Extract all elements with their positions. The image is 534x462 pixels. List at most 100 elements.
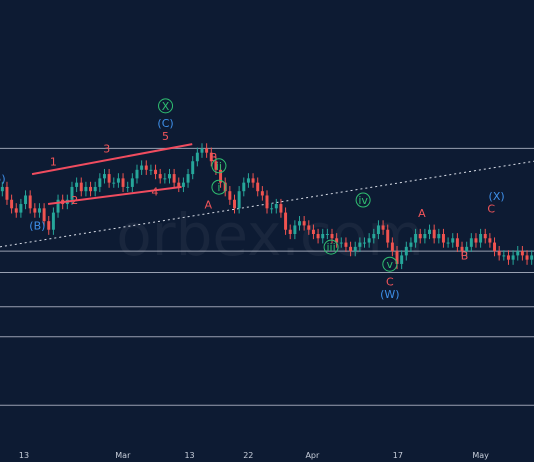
candle-body	[437, 234, 441, 239]
candle-body	[409, 242, 413, 247]
wave-label: B	[210, 151, 218, 164]
candle-body	[474, 238, 478, 243]
wave-channel	[31, 143, 193, 206]
candle-body	[149, 169, 153, 171]
candle-body	[265, 195, 269, 209]
candle-body	[270, 208, 274, 210]
candle-body	[14, 208, 18, 213]
candle-body	[24, 195, 28, 205]
candle-body	[344, 242, 348, 247]
candle-body	[460, 246, 464, 252]
x-tick-label: Mar	[115, 451, 131, 460]
candle-body	[446, 242, 450, 244]
candle-body	[404, 246, 408, 256]
candle-body	[158, 174, 162, 179]
candle-body	[154, 169, 158, 175]
candle-body	[144, 165, 148, 170]
candle-body	[376, 225, 380, 234]
candle-body	[28, 195, 32, 209]
candle-body	[116, 178, 120, 183]
candles	[0, 143, 534, 270]
candle-body	[349, 246, 353, 252]
watermark-text: orbex.com	[116, 201, 423, 269]
candle-body	[414, 234, 418, 243]
candle-body	[47, 221, 51, 230]
x-tick-label: 17	[393, 451, 403, 460]
candle-body	[506, 255, 510, 260]
candle-body	[302, 221, 306, 226]
candle-body	[242, 182, 246, 192]
candle-body	[274, 204, 278, 209]
candle-body	[56, 199, 60, 213]
candle-body	[19, 204, 23, 213]
wave-label: (X)	[489, 190, 505, 203]
candle-body	[441, 234, 445, 243]
wave-label: 5)	[0, 173, 6, 186]
candle-body	[307, 225, 311, 230]
x-tick-label: May	[472, 451, 489, 460]
candle-body	[51, 212, 55, 230]
wave-label: (C)	[157, 117, 173, 130]
candle-body	[395, 251, 399, 264]
candle-body	[195, 152, 199, 162]
wave-label-circle	[382, 256, 398, 272]
wave-label: 2	[71, 194, 78, 207]
candle-body	[311, 229, 315, 234]
candle-body	[130, 178, 134, 187]
candle-body	[200, 148, 204, 153]
wave-label: v	[387, 258, 394, 271]
candle-body	[98, 178, 102, 187]
wave-label: 3	[103, 143, 110, 156]
candle-body	[479, 234, 483, 243]
candle-body	[511, 255, 515, 260]
wave-label: A	[418, 207, 426, 220]
x-tick-label: 13	[19, 451, 29, 460]
candle-body	[339, 242, 343, 244]
wave-label: X	[162, 100, 170, 113]
wave-label: i	[217, 181, 220, 194]
candle-body	[0, 186, 4, 192]
candle-body	[400, 255, 404, 264]
candle-body	[37, 208, 41, 213]
candle-body	[367, 238, 371, 243]
candle-body	[163, 178, 167, 180]
candle-body	[223, 182, 227, 192]
candle-body	[316, 234, 320, 239]
candle-body	[135, 169, 139, 179]
candle-body	[75, 182, 79, 187]
candle-body	[209, 152, 213, 162]
candle-body	[423, 234, 427, 239]
candle-body	[42, 208, 46, 222]
candle-body	[260, 191, 264, 196]
wave-label: iii	[326, 241, 335, 254]
channel-lower-line	[47, 185, 182, 206]
candle-body	[10, 199, 14, 209]
candle-body	[469, 238, 473, 247]
candle-body	[488, 238, 492, 243]
candle-body	[358, 242, 362, 247]
wave-label-circle	[323, 239, 339, 255]
candle-body	[502, 255, 506, 257]
x-tick-label: 13	[184, 451, 194, 460]
candle-body	[70, 186, 74, 200]
candle-body	[335, 238, 339, 243]
candle-body	[288, 229, 292, 234]
candle-body	[214, 161, 218, 170]
candle-body	[493, 242, 497, 252]
candle-body	[79, 182, 83, 192]
wave-label-circle	[211, 179, 227, 195]
candle-body	[330, 234, 334, 239]
candle-body	[172, 174, 176, 183]
wave-label: ii	[216, 160, 222, 173]
candle-body	[465, 246, 469, 252]
candle-body	[390, 242, 394, 252]
candle-body	[386, 229, 390, 243]
candle-body	[5, 186, 9, 200]
candle-body	[168, 174, 171, 179]
candle-body	[181, 182, 185, 187]
candle-body	[372, 234, 376, 239]
x-tick-label: Apr	[305, 451, 320, 460]
wave-label-circle	[158, 98, 174, 114]
